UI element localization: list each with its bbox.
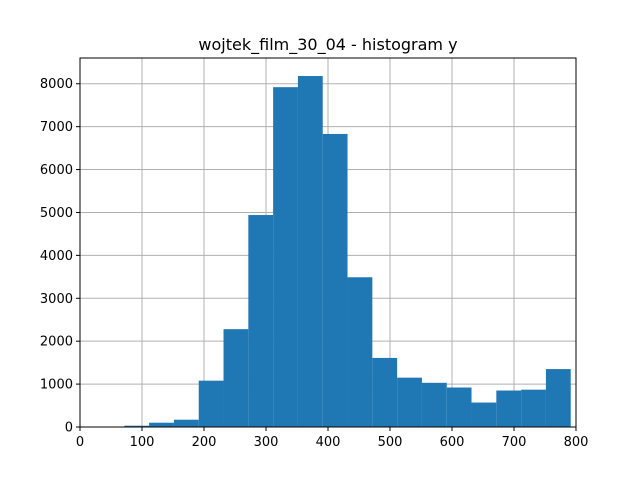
x-tick-label: 200 — [192, 435, 217, 450]
y-tick-label: 0 — [65, 421, 73, 436]
histogram-bar — [347, 277, 373, 427]
histogram-bars — [124, 76, 571, 427]
x-tick-label: 0 — [76, 435, 84, 450]
x-tick-label: 600 — [440, 435, 465, 450]
histogram-bar — [372, 357, 398, 427]
x-tick-label: 300 — [254, 435, 279, 450]
histogram-bar — [248, 215, 274, 427]
histogram-bar — [471, 402, 497, 427]
histogram-bar — [446, 387, 472, 427]
histogram-bar — [521, 389, 546, 427]
y-tick-label: 2000 — [40, 335, 73, 350]
y-tick-label: 5000 — [40, 206, 73, 221]
y-tick-label: 1000 — [40, 378, 73, 393]
x-tick-label: 700 — [502, 435, 527, 450]
x-tick-label: 500 — [378, 435, 403, 450]
y-axis-ticks: 0 1000 2000 3000 4000 5000 6000 7000 8000 — [40, 77, 80, 436]
histogram-bar — [496, 390, 522, 427]
x-axis-ticks: 0 100 200 300 400 500 600 700 800 — [76, 427, 589, 450]
chart-title: wojtek_film_30_04 - histogram y — [198, 35, 457, 55]
x-tick-label: 800 — [564, 435, 589, 450]
histogram-bar — [273, 87, 298, 427]
histogram-bar — [124, 425, 150, 427]
histogram-bar — [149, 422, 174, 427]
y-tick-label: 4000 — [40, 249, 73, 264]
x-tick-label: 100 — [130, 435, 155, 450]
histogram-bar — [545, 369, 571, 427]
y-tick-label: 3000 — [40, 292, 73, 307]
histogram-bar — [173, 419, 199, 427]
y-tick-label: 6000 — [40, 163, 73, 178]
histogram-bar — [198, 380, 224, 427]
y-tick-label: 7000 — [40, 120, 73, 135]
histogram-bar — [421, 382, 447, 427]
y-tick-label: 8000 — [40, 77, 73, 92]
histogram-bar — [322, 133, 348, 427]
histogram-bar — [223, 329, 249, 427]
histogram-bar — [397, 377, 422, 427]
histogram-bar — [297, 76, 323, 427]
x-tick-label: 400 — [316, 435, 341, 450]
